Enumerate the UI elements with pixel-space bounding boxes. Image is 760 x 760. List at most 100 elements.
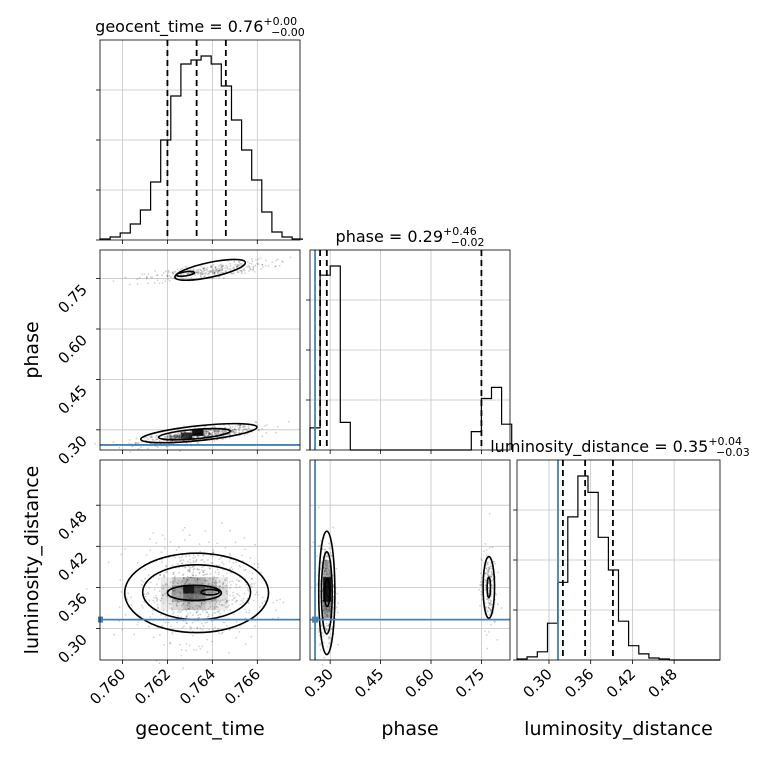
sample-point: [242, 597, 245, 600]
sample-point: [224, 269, 227, 272]
sample-point: [184, 430, 187, 433]
y-tick-label: 0.45: [54, 382, 90, 418]
sample-point: [181, 583, 183, 586]
sample-point: [248, 265, 251, 268]
sample-point: [479, 584, 481, 586]
sample-point: [148, 599, 151, 602]
sample-point: [209, 433, 212, 435]
sample-point: [207, 272, 210, 274]
sample-point: [196, 553, 199, 556]
sample-point: [156, 446, 159, 448]
sample-point: [490, 595, 493, 597]
sample-point: [225, 264, 228, 267]
sample-point: [177, 563, 180, 565]
sample-point: [312, 541, 315, 544]
sample-point: [199, 272, 201, 274]
sample-point: [327, 575, 330, 577]
sample-point: [479, 581, 482, 583]
sample-point: [245, 611, 248, 614]
sample-point: [202, 571, 205, 573]
sample-point: [203, 429, 206, 432]
sample-point: [275, 609, 277, 612]
sample-point: [201, 569, 204, 572]
density-cell: [205, 593, 217, 602]
sample-point: [321, 548, 324, 551]
sample-point: [215, 431, 218, 433]
sample-point: [221, 632, 223, 635]
sample-point: [209, 577, 211, 580]
sample-point: [179, 611, 182, 613]
sample-point: [181, 562, 183, 565]
sample-point: [326, 572, 329, 575]
sample-point: [235, 561, 238, 564]
x-tick-label: 0.764: [176, 665, 219, 708]
sample-point: [85, 588, 88, 590]
sample-point: [169, 541, 172, 543]
y-tick-label: 0.30: [54, 631, 90, 667]
sample-point: [216, 267, 219, 270]
sample-point: [486, 647, 489, 650]
sample-point: [195, 611, 198, 614]
sample-point: [226, 624, 228, 627]
sample-point: [231, 430, 234, 432]
sample-point: [174, 436, 177, 439]
marginal-title: geocent_time = 0.76+0.00 −0.00: [95, 15, 305, 39]
sample-point: [136, 442, 138, 444]
sample-point: [94, 442, 96, 445]
sample-point: [487, 631, 490, 633]
sample-point: [224, 621, 226, 624]
sample-point: [157, 606, 160, 608]
sample-point: [238, 426, 241, 429]
sample-point: [155, 594, 157, 597]
sample-point: [323, 656, 326, 659]
sample-point: [186, 615, 188, 618]
sample-point: [238, 432, 241, 434]
sample-point: [325, 628, 328, 631]
sample-point: [197, 614, 200, 616]
sample-point: [188, 607, 191, 610]
sample-point: [228, 651, 230, 654]
sample-point: [221, 603, 224, 606]
sample-point: [178, 435, 181, 437]
sample-point: [322, 641, 325, 644]
sample-point: [206, 559, 209, 561]
sample-point: [485, 598, 488, 601]
sample-point: [182, 277, 185, 280]
sample-point: [158, 439, 161, 442]
sample-point: [216, 429, 218, 432]
sample-point: [219, 432, 222, 435]
sample-point: [221, 266, 223, 269]
density-cell: [183, 593, 195, 602]
sample-point: [324, 567, 327, 570]
sample-point: [162, 587, 165, 590]
sample-point: [171, 440, 174, 442]
density-cell: [171, 585, 184, 594]
sample-point: [171, 271, 174, 274]
sample-point: [196, 626, 199, 629]
sample-point: [188, 569, 191, 572]
sample-point: [242, 268, 245, 271]
sample-point: [325, 565, 328, 567]
sample-point: [191, 566, 194, 569]
sample-point: [319, 649, 322, 651]
sample-point: [331, 628, 333, 630]
sample-point: [178, 609, 181, 612]
sample-point: [145, 277, 148, 280]
sample-point: [489, 602, 492, 604]
sample-point: [226, 267, 229, 270]
sample-point: [272, 601, 275, 604]
sample-point: [223, 604, 225, 607]
sample-point: [222, 582, 225, 585]
sample-point: [205, 573, 207, 576]
sample-point: [144, 577, 147, 580]
sample-point: [486, 572, 489, 575]
sample-point: [336, 592, 339, 595]
sample-point: [323, 549, 326, 551]
sample-point: [240, 262, 243, 265]
sample-point: [256, 594, 259, 596]
sample-point: [259, 257, 262, 259]
sample-point: [235, 584, 238, 586]
sample-point: [208, 432, 211, 435]
sample-point: [155, 438, 158, 441]
contour-line: [175, 270, 196, 278]
